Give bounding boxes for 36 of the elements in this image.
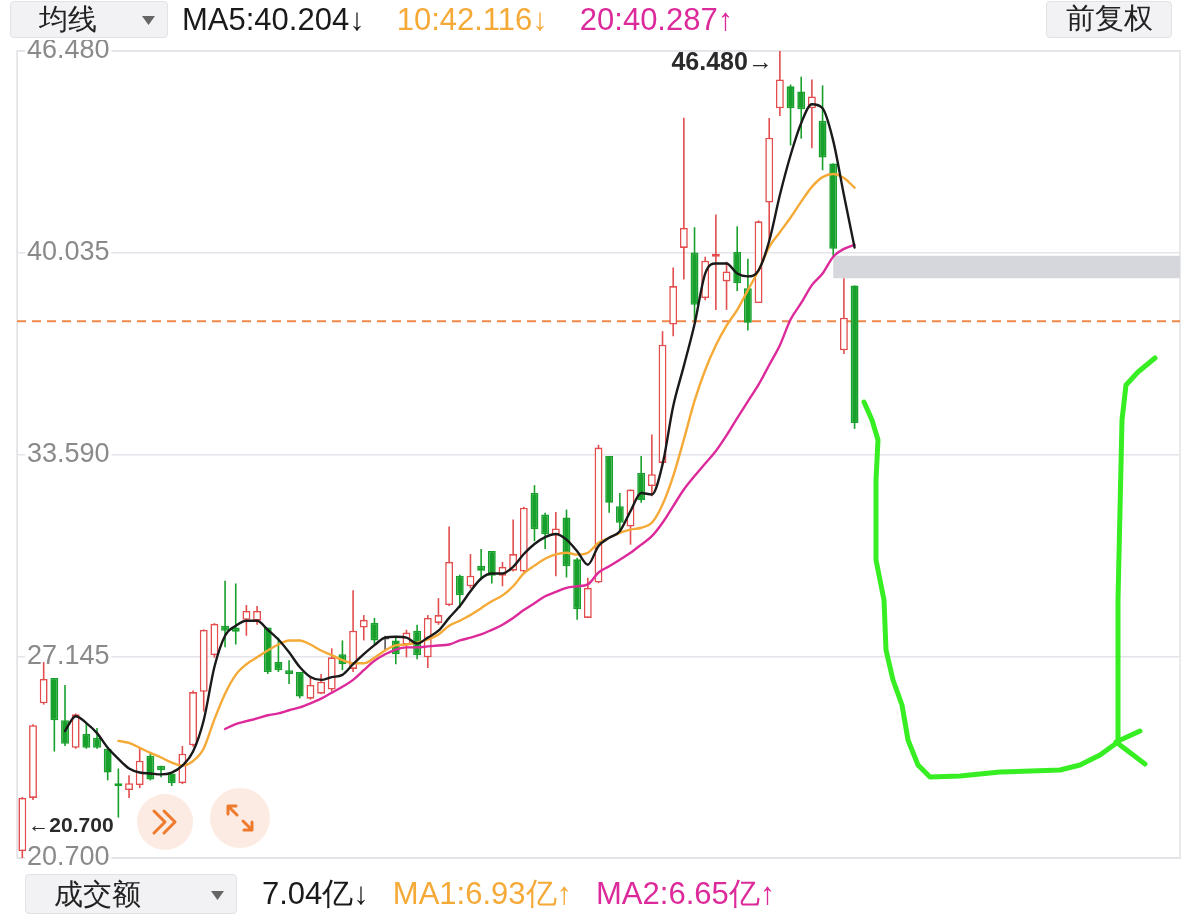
button: 前复权 xyxy=(1046,1,1172,38)
legend-title: 均线 xyxy=(39,3,97,35)
y-tick-label: 20.700 xyxy=(27,841,110,872)
candlestick xyxy=(103,747,112,782)
text: 7.04亿↓ xyxy=(262,875,369,913)
text: 20:40.287↑ xyxy=(579,1,734,38)
candlestick xyxy=(487,550,496,585)
candlestick xyxy=(135,747,144,789)
candlestick xyxy=(797,75,806,140)
candlestick xyxy=(82,723,91,750)
line-series xyxy=(223,243,856,731)
dropdown-field: 均线 xyxy=(10,1,168,38)
text: MA5:40.204↓ xyxy=(182,1,365,38)
candlestick xyxy=(786,83,795,147)
y-tick-label: 33.590 xyxy=(27,437,110,468)
annotation: 46.480→ xyxy=(671,46,773,75)
text: MA1:6.93亿↑ xyxy=(392,875,573,913)
candlestick xyxy=(637,455,646,504)
candlestick xyxy=(221,579,230,649)
candlestick xyxy=(370,617,379,646)
candlestick xyxy=(242,604,251,637)
candlestick xyxy=(615,492,624,532)
y-tick-label: 27.145 xyxy=(27,639,110,670)
candlestick xyxy=(455,573,464,609)
dropdown-field: 成交额 xyxy=(25,874,237,914)
text: MA2:6.65亿↑ xyxy=(596,875,776,913)
annotation: ←20.700 xyxy=(28,812,114,836)
candlestick xyxy=(434,597,443,626)
candlestick xyxy=(295,671,304,700)
candlestick xyxy=(359,614,368,642)
candlestick xyxy=(231,582,240,646)
y-tick-label: 40.035 xyxy=(27,236,110,267)
candlestick xyxy=(306,676,315,701)
text: 10:42.116↓ xyxy=(396,1,548,38)
line-series xyxy=(117,172,856,767)
candlestick xyxy=(466,553,475,590)
